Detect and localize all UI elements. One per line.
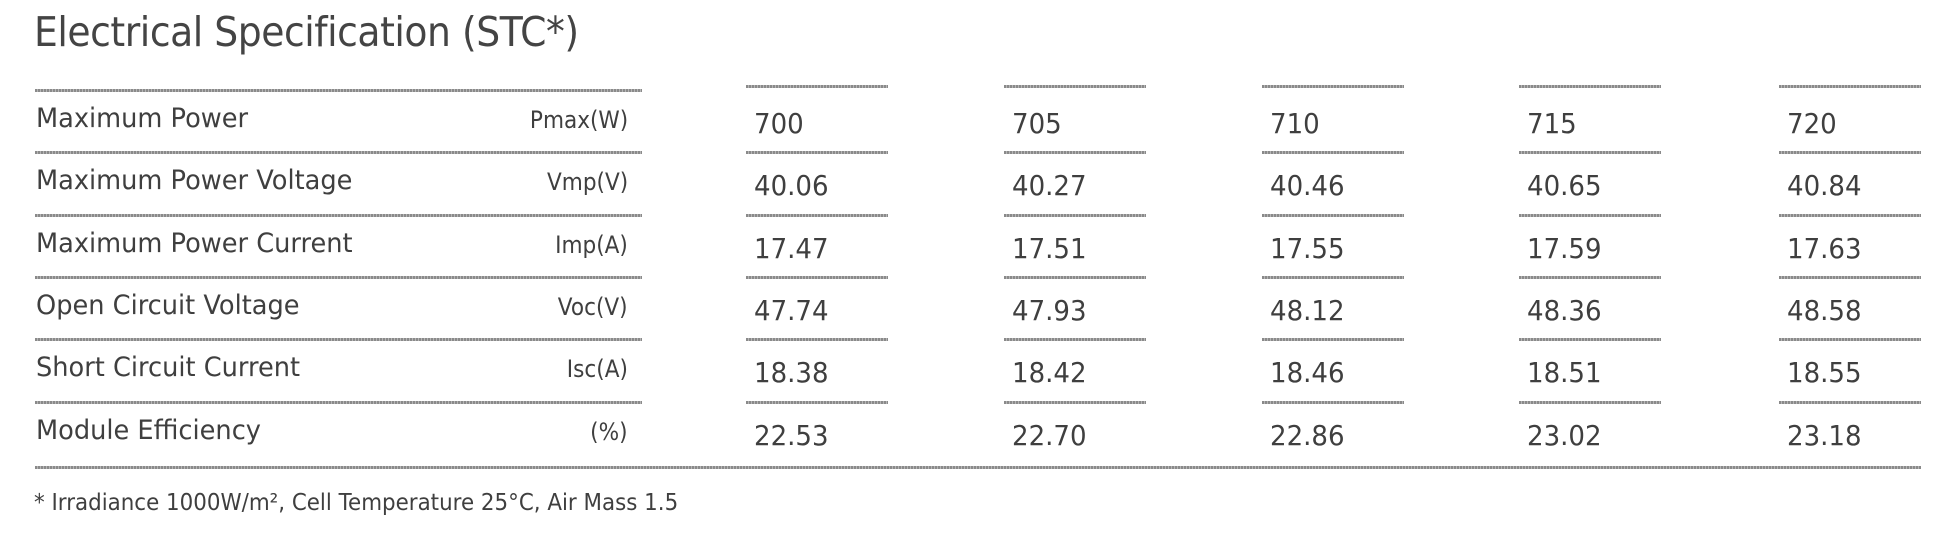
value-cell: 40.06: [754, 169, 829, 203]
value-cell: 18.46: [1270, 356, 1345, 390]
value-cell: 23.02: [1527, 418, 1602, 452]
column-top-rule: [1519, 85, 1661, 88]
table-bottom-rule: [35, 465, 1921, 469]
row-rule: [1262, 400, 1404, 404]
footnote: * Irradiance 1000W/m², Cell Temperature …: [34, 490, 679, 516]
row-rule: [35, 151, 642, 155]
value-cell: 18.55: [1787, 356, 1862, 390]
row-rule: [1519, 213, 1661, 217]
row-rule: [1779, 151, 1921, 155]
row-unit: Pmax(W): [529, 106, 628, 134]
row-label: Module Efficiency: [36, 414, 261, 446]
value-cell: 715: [1527, 107, 1577, 140]
row-rule: [1004, 400, 1146, 404]
value-cell: 40.27: [1012, 169, 1087, 203]
row-rule: [35, 338, 642, 342]
value-cell: 18.38: [754, 356, 829, 390]
row-rule: [1262, 151, 1404, 155]
value-cell: 17.59: [1527, 231, 1602, 265]
value-cell: 40.65: [1527, 169, 1602, 203]
row-unit: (%): [590, 417, 628, 446]
row-rule: [1779, 400, 1921, 404]
row-rule: [1519, 151, 1661, 155]
row-rule: [1779, 213, 1921, 217]
row-rule: [1004, 275, 1146, 279]
value-cell: 710: [1270, 107, 1320, 140]
row-rule: [35, 213, 642, 217]
row-label: Maximum Power Current: [36, 227, 353, 259]
row-label: Maximum Power: [36, 103, 249, 134]
row-rule: [1262, 338, 1404, 342]
row-rule: [1519, 400, 1661, 404]
value-cell: 18.42: [1012, 356, 1087, 390]
table-top-rule: [35, 89, 642, 92]
value-cell: 17.51: [1012, 231, 1087, 265]
row-rule: [35, 275, 642, 279]
value-cell: 40.46: [1270, 169, 1345, 203]
value-cell: 705: [1012, 107, 1062, 140]
row-rule: [1004, 213, 1146, 217]
value-cell: 47.74: [754, 293, 829, 327]
row-rule: [746, 151, 888, 155]
value-cell: 17.55: [1270, 231, 1345, 265]
row-label: Open Circuit Voltage: [36, 289, 300, 321]
row-unit: Isc(A): [566, 355, 628, 384]
column-top-rule: [1262, 85, 1404, 88]
row-rule: [746, 400, 888, 404]
row-rule: [1519, 338, 1661, 342]
row-rule: [1262, 275, 1404, 279]
row-unit: Vmp(V): [546, 168, 628, 197]
row-rule: [1004, 338, 1146, 342]
value-cell: 48.12: [1270, 293, 1345, 327]
value-cell: 17.63: [1787, 231, 1862, 265]
value-cell: 23.18: [1787, 418, 1862, 452]
row-rule: [746, 213, 888, 217]
row-rule: [746, 275, 888, 279]
row-rule: [746, 338, 888, 342]
value-cell: 17.47: [754, 231, 829, 265]
value-cell: 720: [1787, 107, 1837, 140]
value-cell: 22.53: [754, 418, 829, 452]
column-top-rule: [746, 85, 888, 88]
row-rule: [1779, 275, 1921, 279]
row-unit: Imp(A): [555, 230, 628, 259]
value-cell: 18.51: [1527, 356, 1602, 390]
row-rule: [35, 400, 642, 404]
page-title: Electrical Specification (STC*): [34, 8, 579, 56]
row-rule: [1262, 213, 1404, 217]
row-rule: [1519, 275, 1661, 279]
column-top-rule: [1779, 85, 1921, 88]
column-top-rule: [1004, 85, 1146, 88]
row-label: Short Circuit Current: [36, 352, 301, 384]
value-cell: 700: [754, 107, 804, 140]
row-unit: Voc(V): [558, 292, 628, 321]
row-rule: [1779, 338, 1921, 342]
value-cell: 48.36: [1527, 293, 1602, 327]
row-rule: [1004, 151, 1146, 155]
value-cell: 22.70: [1012, 418, 1087, 452]
value-cell: 47.93: [1012, 293, 1087, 327]
value-cell: 40.84: [1787, 169, 1862, 203]
value-cell: 22.86: [1270, 418, 1345, 452]
value-cell: 48.58: [1787, 293, 1862, 327]
row-label: Maximum Power Voltage: [36, 165, 353, 197]
